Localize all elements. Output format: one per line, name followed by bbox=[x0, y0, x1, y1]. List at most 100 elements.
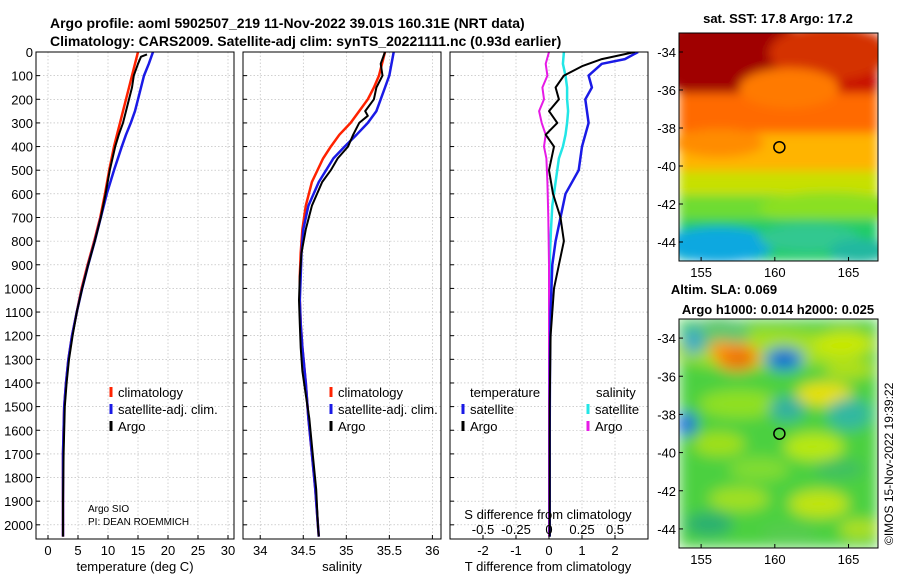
sla-map-title1: Altim. SLA: 0.069 bbox=[671, 282, 777, 297]
xtick-label: 20 bbox=[161, 543, 175, 558]
legend2-argo-label: Argo bbox=[338, 419, 365, 434]
map-xtick-label: 165 bbox=[838, 552, 860, 567]
ytick-label: 600 bbox=[11, 187, 33, 202]
ytick-label: 1500 bbox=[4, 400, 33, 415]
ytick-label: 1300 bbox=[4, 352, 33, 367]
series-line-satellite-t bbox=[548, 52, 639, 537]
salinity-xlabel: salinity bbox=[322, 559, 362, 574]
ytick-label: 0 bbox=[26, 45, 33, 60]
temperature-xlabel: temperature (deg C) bbox=[76, 559, 193, 574]
xtick-label: 34 bbox=[253, 543, 267, 558]
map-ytick-label: -36 bbox=[657, 369, 676, 384]
sla-field bbox=[679, 319, 878, 548]
xtick-label: 15 bbox=[131, 543, 145, 558]
legend2-sat-label: satellite-adj. clim. bbox=[338, 402, 438, 417]
xtick-label: 30 bbox=[221, 543, 235, 558]
ytick-label: 1800 bbox=[4, 471, 33, 486]
xtick-label: 10 bbox=[101, 543, 115, 558]
ytick-label: 700 bbox=[11, 210, 33, 225]
temperature-axes-frame bbox=[35, 51, 235, 540]
salinity-axes-frame bbox=[242, 51, 442, 540]
header-line1: Argo profile: aoml 5902507_219 11-Nov-20… bbox=[50, 15, 525, 31]
ytick-label: 1200 bbox=[4, 329, 33, 344]
xtick-label: 5 bbox=[74, 543, 81, 558]
credit-pi: PI: DEAN ROEMMICH bbox=[88, 517, 189, 528]
ytick-label: 800 bbox=[11, 234, 33, 249]
s-xtick-label: 0.5 bbox=[606, 522, 624, 537]
sla-map-title2: Argo h1000: 0.014 h2000: 0.025 bbox=[682, 302, 874, 317]
xtick-label: 0 bbox=[545, 543, 552, 558]
xtick-label: 35 bbox=[339, 543, 353, 558]
sla-map-frame bbox=[678, 318, 879, 549]
sla-map: Altim. SLA: 0.069 Argo h1000: 0.014 h200… bbox=[657, 282, 879, 567]
sst-map-title: sat. SST: 17.8 Argo: 17.2 bbox=[703, 11, 853, 26]
sst-argo-location-marker bbox=[773, 140, 786, 154]
series-line-argo bbox=[298, 52, 386, 537]
legend3-sat-t-label: satellite bbox=[470, 402, 514, 417]
map-ytick-label: -42 bbox=[657, 484, 676, 499]
series-line-argo-s bbox=[538, 52, 550, 537]
ytick-label: 100 bbox=[11, 69, 33, 84]
map-ytick-label: -40 bbox=[657, 446, 676, 461]
sst-map: sat. SST: 17.8 Argo: 17.2 1 bbox=[657, 11, 879, 280]
ytick-label: 1100 bbox=[5, 305, 33, 320]
xtick-label: 25 bbox=[191, 543, 205, 558]
map-ytick-label: -36 bbox=[657, 83, 676, 98]
ytick-label: 200 bbox=[11, 92, 33, 107]
legend3-argo-s-label: Argo bbox=[595, 419, 622, 434]
ytick-label: 300 bbox=[11, 116, 33, 131]
temperature-panel: 0 5 10 15 20 25 300100200300400500600700800900… bbox=[4, 45, 235, 574]
s-xtick-label: 0.25 bbox=[569, 522, 594, 537]
s-xtick-label: -0.25 bbox=[501, 522, 531, 537]
ytick-label: 1000 bbox=[4, 281, 33, 296]
map-xtick-label: 160 bbox=[764, 265, 786, 280]
legend-clim-label: climatology bbox=[118, 385, 184, 400]
map-ytick-label: -44 bbox=[657, 522, 676, 537]
series-line-argo bbox=[62, 53, 148, 537]
sla-argo-location-marker bbox=[773, 427, 786, 440]
s-xtick-label: 0 bbox=[545, 522, 552, 537]
xtick-label: 34.5 bbox=[291, 543, 316, 558]
map-xtick-label: 165 bbox=[838, 265, 860, 280]
map-ytick-label: -34 bbox=[657, 45, 676, 60]
difference-panel: -2 -1 0 1 2 -0.5 -0.25 0 0.25 0.5 T difference fr… bbox=[449, 51, 649, 574]
map-xtick-label: 155 bbox=[690, 265, 712, 280]
ytick-label: 2000 bbox=[4, 518, 33, 533]
ytick-label: 1900 bbox=[4, 494, 33, 509]
t-difference-xlabel: T difference from climatology bbox=[465, 559, 632, 574]
legend3-temperature-heading: temperature bbox=[470, 385, 540, 400]
header-line2: Climatology: CARS2009. Satellite-adj cli… bbox=[50, 33, 561, 49]
map-ytick-label: -42 bbox=[657, 197, 676, 212]
sst-map-frame bbox=[678, 32, 879, 262]
salinity-panel: 34 34.5 35 35.5 36 salinity climatology sate… bbox=[242, 51, 442, 574]
legend3-sat-s-label: satellite bbox=[595, 402, 639, 417]
legend3-salinity-heading: salinity bbox=[596, 385, 636, 400]
series-line-climatology bbox=[61, 52, 140, 537]
ytick-label: 500 bbox=[11, 163, 33, 178]
map-xtick-label: 160 bbox=[764, 552, 786, 567]
imos-watermark: ©IMOS 15-Nov-2022 19:39:22 bbox=[882, 382, 896, 545]
xtick-label: -2 bbox=[477, 543, 489, 558]
map-ytick-label: -38 bbox=[657, 407, 676, 422]
legend-argo-label: Argo bbox=[118, 419, 145, 434]
credit-argo: Argo SIO bbox=[88, 504, 129, 515]
map-ytick-label: -38 bbox=[657, 121, 676, 136]
xtick-label: 1 bbox=[578, 543, 585, 558]
s-xtick-label: -0.5 bbox=[472, 522, 494, 537]
ytick-label: 1700 bbox=[4, 447, 33, 462]
sst-field bbox=[679, 33, 878, 261]
legend-sat-label: satellite-adj. clim. bbox=[118, 402, 218, 417]
map-ytick-label: -34 bbox=[657, 331, 676, 346]
map-xtick-label: 155 bbox=[690, 552, 712, 567]
ytick-label: 900 bbox=[11, 258, 33, 273]
xtick-label: 35.5 bbox=[377, 543, 402, 558]
ytick-label: 1400 bbox=[4, 376, 33, 391]
series-line-argo-t bbox=[544, 52, 636, 537]
s-difference-xlabel: S difference from climatology bbox=[464, 507, 632, 522]
ytick-label: 1600 bbox=[4, 423, 33, 438]
xtick-label: 0 bbox=[44, 543, 51, 558]
ytick-label: 400 bbox=[11, 140, 33, 155]
legend2-clim-label: climatology bbox=[338, 385, 404, 400]
map-ytick-label: -44 bbox=[657, 235, 676, 250]
